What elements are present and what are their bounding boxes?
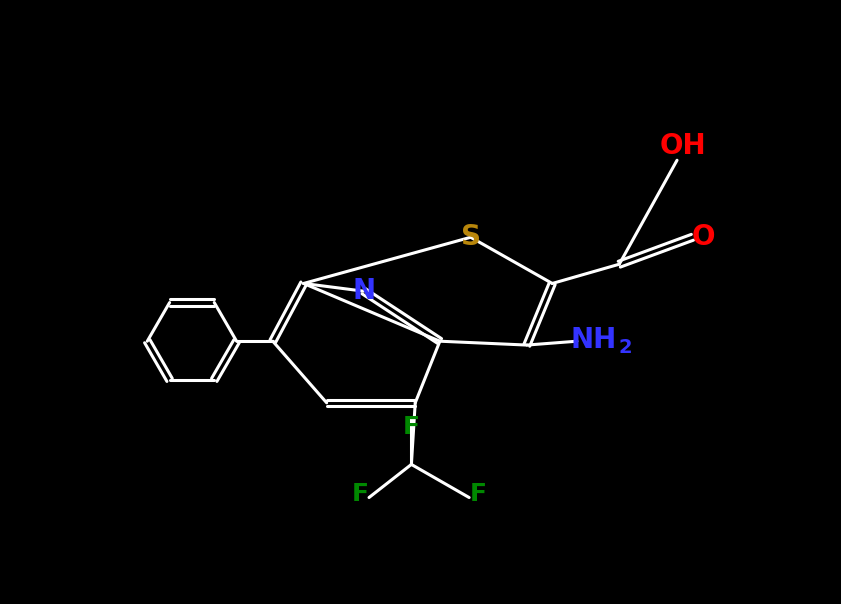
Text: OH: OH xyxy=(660,132,706,161)
Text: F: F xyxy=(352,481,368,506)
Text: 2: 2 xyxy=(618,338,632,357)
Text: O: O xyxy=(691,223,715,251)
Text: N: N xyxy=(352,277,375,305)
Text: NH: NH xyxy=(571,326,617,354)
Text: F: F xyxy=(470,481,487,506)
Text: F: F xyxy=(403,416,420,440)
Text: S: S xyxy=(461,223,481,251)
